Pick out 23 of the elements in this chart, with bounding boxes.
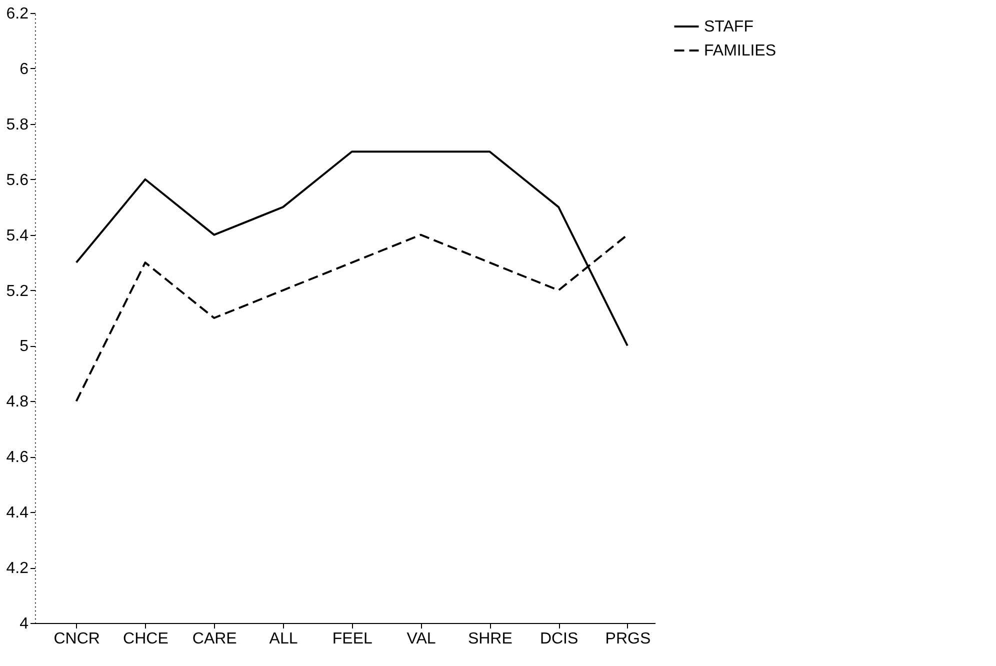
- x-tick-label: SHRE: [468, 630, 512, 648]
- legend-label: STAFF: [704, 18, 754, 36]
- x-tick-label: FEEL: [332, 630, 372, 648]
- y-tick-label: 5.6: [6, 172, 29, 189]
- y-tick-label: 5.2: [6, 282, 29, 300]
- y-tick-label: 5.8: [6, 116, 29, 134]
- x-tick-label: VAL: [406, 630, 436, 648]
- y-tick-label: 4.8: [6, 394, 29, 411]
- x-tick-label: CNCR: [54, 630, 100, 648]
- x-tick-label: ALL: [269, 630, 298, 648]
- y-tick-label: 4: [20, 616, 29, 632]
- y-tick-label: 6: [20, 60, 29, 78]
- legend-label: FAMILIES: [704, 42, 776, 60]
- y-tick-label: 6.2: [6, 6, 29, 22]
- y-tick-label: 5.4: [6, 227, 29, 244]
- y-tick-label: 4.6: [6, 449, 29, 466]
- y-tick-label: 4.2: [6, 560, 29, 578]
- x-tick-label: CHCE: [123, 630, 168, 648]
- y-tick-label: 5: [20, 338, 29, 356]
- x-tick-label: DCIS: [540, 630, 578, 648]
- x-tick-label: CARE: [192, 630, 237, 648]
- x-tick-label: PRGS: [605, 630, 651, 648]
- y-tick-label: 4.4: [6, 504, 29, 522]
